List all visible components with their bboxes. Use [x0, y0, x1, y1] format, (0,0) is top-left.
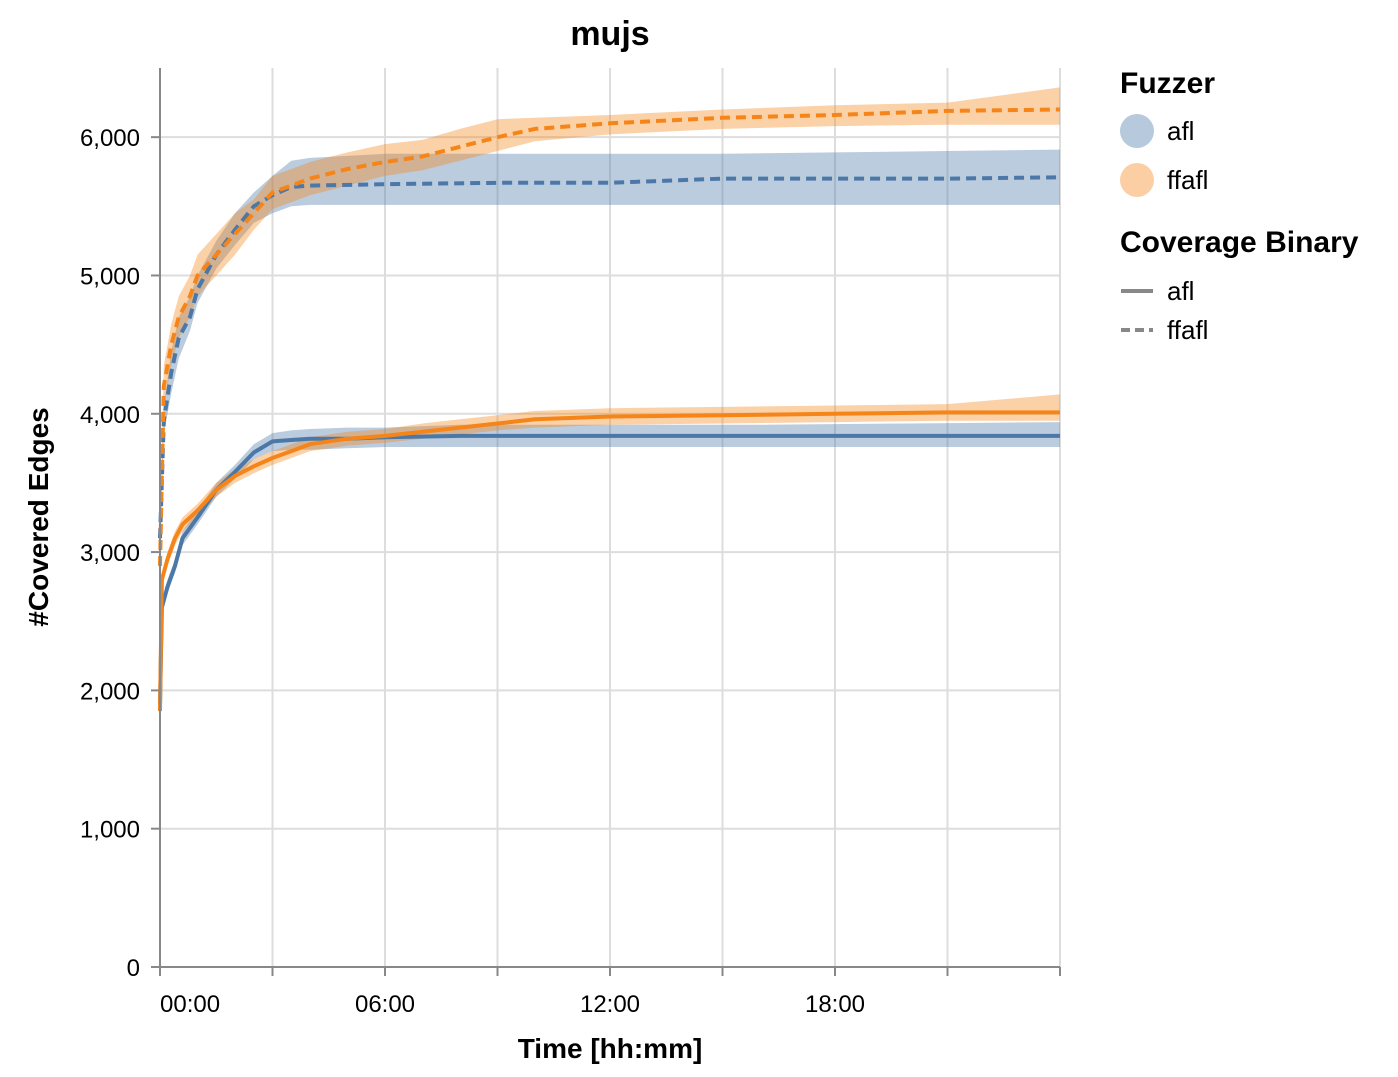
legend-binary-ffafl-label: ffafl	[1167, 315, 1208, 345]
y-tick-label: 4,000	[80, 402, 140, 429]
line-afl-fuzzer-afl-binary	[158, 433, 1060, 705]
band-afl-fuzzer-ffafl-binary	[160, 149, 1060, 553]
y-tick-label: 5,000	[80, 263, 140, 290]
y-tick-label: 0	[127, 955, 140, 982]
y-tick-label: 3,000	[80, 540, 140, 567]
line-ffafl-fuzzer-ffafl-binary	[158, 107, 1061, 566]
y-axis-ticks: 0 1,000 2,000 3,000 4,000 5,000 6,000	[80, 125, 160, 982]
legend: Fuzzer afl ffafl Coverage Binary afl ffa…	[1120, 67, 1359, 345]
x-tick-label: 06:00	[355, 991, 415, 1018]
legend-fuzzer-title: Fuzzer	[1120, 67, 1215, 100]
y-tick-label: 2,000	[80, 678, 140, 705]
legend-fuzzer-ffafl-label: ffafl	[1167, 165, 1208, 195]
legend-fuzzer-afl-swatch	[1120, 114, 1154, 148]
band-afl-fuzzer-afl-binary	[160, 422, 1060, 712]
confidence-bands	[160, 87, 1060, 718]
series-lines	[158, 107, 1061, 712]
legend-fuzzer-afl-label: afl	[1167, 116, 1194, 146]
line-ffafl-fuzzer-afl-binary	[158, 410, 1060, 712]
legend-fuzzer-ffafl-swatch	[1120, 163, 1154, 197]
y-tick-label: 1,000	[80, 817, 140, 844]
x-axis-ticks: 00:00 06:00 12:00 18:00	[159, 967, 1061, 1018]
x-tick-label: 12:00	[580, 991, 640, 1018]
y-tick-label: 6,000	[80, 125, 140, 152]
legend-binary-title: Coverage Binary	[1120, 226, 1359, 259]
x-tick-label: 18:00	[805, 991, 865, 1018]
chart-title: mujs	[570, 15, 649, 53]
x-axis-label: Time [hh:mm]	[518, 1033, 703, 1064]
legend-binary-afl-label: afl	[1167, 276, 1194, 306]
y-axis-label: #Covered Edges	[23, 407, 54, 626]
x-tick-label: 00:00	[160, 991, 220, 1018]
